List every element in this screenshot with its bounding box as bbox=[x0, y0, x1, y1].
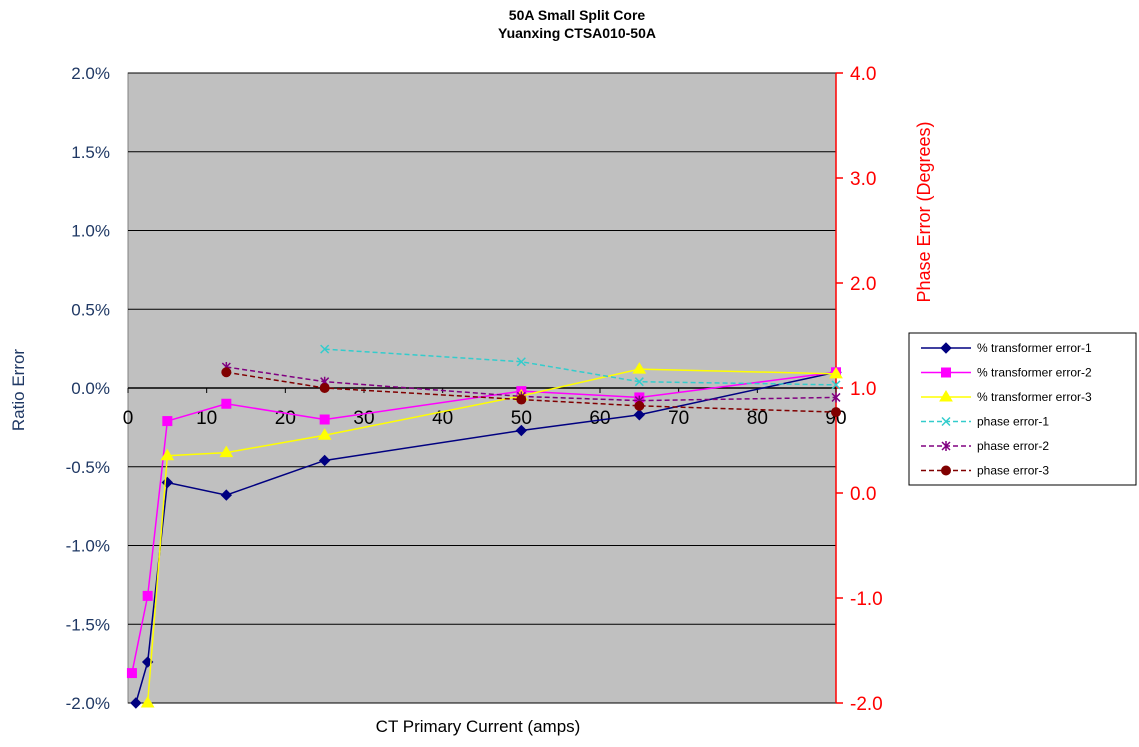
y2-tick-label: 2.0 bbox=[850, 274, 876, 295]
x-tick-label: 90 bbox=[825, 408, 846, 429]
data-point bbox=[221, 398, 232, 409]
x-tick-label: 20 bbox=[275, 408, 296, 429]
y-tick-label: -0.5% bbox=[66, 458, 110, 477]
y-tick-label: 1.5% bbox=[71, 143, 110, 162]
y-tick-label: -2.0% bbox=[66, 694, 110, 713]
legend-label: phase error-3 bbox=[977, 464, 1049, 478]
y-tick-label: 0.0% bbox=[71, 379, 110, 398]
data-point bbox=[515, 424, 528, 437]
y-tick-label: -1.5% bbox=[66, 615, 110, 634]
legend-label: phase error-2 bbox=[977, 439, 1049, 453]
legend-marker bbox=[941, 441, 951, 451]
y-axis-label: Ratio Error bbox=[9, 349, 28, 432]
data-point bbox=[162, 416, 173, 427]
data-point bbox=[633, 409, 646, 421]
data-point bbox=[126, 668, 137, 679]
x-tick-label: 0 bbox=[123, 408, 134, 429]
data-point bbox=[320, 344, 330, 354]
data-point bbox=[221, 367, 232, 378]
legend-label: % transformer error-1 bbox=[977, 341, 1092, 355]
data-point bbox=[219, 445, 234, 458]
legend-marker bbox=[941, 367, 951, 378]
legend-marker bbox=[941, 465, 951, 476]
data-point bbox=[829, 366, 843, 379]
data-point bbox=[831, 407, 841, 418]
data-point bbox=[319, 383, 330, 393]
y-tick-label: 1.0% bbox=[71, 222, 110, 241]
legend-marker bbox=[941, 416, 951, 427]
series-1 bbox=[130, 366, 842, 709]
legend-box bbox=[908, 332, 1137, 486]
x-tick-label: 80 bbox=[747, 408, 768, 429]
plot-group: -2.0% -1.5% -1.0% -0.5% 0.0% 0.5% 1.0% 1.5% 2.0%… bbox=[66, 64, 883, 715]
data-point bbox=[831, 392, 841, 403]
data-point bbox=[317, 428, 332, 440]
y2-tick-label: -1.0 bbox=[850, 589, 883, 610]
y2-tick-label: 3.0 bbox=[850, 169, 876, 190]
data-point bbox=[632, 362, 647, 374]
y-tick-label: -1.0% bbox=[66, 537, 110, 556]
legend-label: phase error-1 bbox=[977, 415, 1049, 429]
data-point bbox=[516, 357, 526, 367]
data-point bbox=[160, 448, 175, 461]
y-tick-label: 0.5% bbox=[71, 300, 110, 319]
chart-title: 50A Small Split Core bbox=[509, 7, 646, 23]
series-line bbox=[324, 348, 837, 386]
y2-tick-label: 4.0 bbox=[850, 64, 876, 85]
y2-axis-label: Phase Error (Degrees) bbox=[914, 121, 934, 302]
legend-label: % transformer error-3 bbox=[977, 390, 1092, 404]
data-point bbox=[220, 489, 233, 501]
data-point bbox=[318, 454, 331, 467]
series-line bbox=[131, 371, 837, 674]
data-point bbox=[142, 590, 153, 601]
legend-label: % transformer error-2 bbox=[977, 366, 1092, 380]
x-tick-label: 60 bbox=[589, 408, 610, 429]
y-tick-label: 2.0% bbox=[71, 64, 110, 83]
y2-tick-label: 1.0 bbox=[850, 379, 876, 400]
legend-marker bbox=[939, 390, 953, 402]
y2-tick-label: -2.0 bbox=[850, 694, 883, 715]
data-point bbox=[634, 400, 645, 411]
y2-tick-label: 0.0 bbox=[850, 484, 876, 505]
x-axis-label: CT Primary Current (amps) bbox=[376, 717, 581, 736]
chart-subtitle: Yuanxing CTSA010-50A bbox=[498, 25, 656, 41]
data-point bbox=[831, 380, 841, 390]
data-point bbox=[634, 377, 644, 387]
series-6 bbox=[221, 367, 841, 418]
data-point bbox=[130, 697, 142, 709]
legend-marker bbox=[940, 342, 952, 354]
data-point bbox=[516, 394, 527, 405]
series-4 bbox=[320, 344, 841, 390]
x-tick-label: 10 bbox=[196, 408, 217, 429]
data-point bbox=[319, 414, 330, 425]
x-tick-label: 50 bbox=[511, 408, 532, 429]
data-point bbox=[140, 696, 155, 708]
series-line bbox=[135, 371, 837, 704]
legend: % transformer error-1 % transformer error… bbox=[908, 332, 1137, 486]
x-tick-label: 70 bbox=[668, 408, 689, 429]
